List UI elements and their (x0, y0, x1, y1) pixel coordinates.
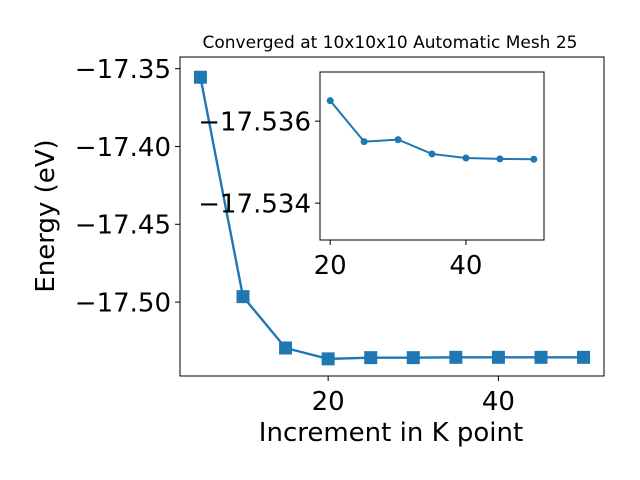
inset-data-point (394, 136, 402, 144)
main-data-point (193, 70, 207, 84)
main-axes: 20 40 −17.35 −17.40 −17.45 −17.50 (75, 55, 605, 417)
x-axis-label: Increment in K point (259, 418, 523, 448)
inset-y-tick-label: −17.534 (198, 189, 311, 219)
main-data-point (534, 350, 548, 364)
main-y-tick-label: −17.45 (75, 211, 171, 241)
inset-x-tick-label: 40 (449, 251, 482, 281)
main-y-tick-label: −17.40 (75, 133, 171, 163)
inset-x-tick-label: 20 (314, 251, 347, 281)
main-data-point (491, 350, 505, 364)
inset-axes: 20 40 −17.536 −17.534 (198, 71, 545, 281)
main-x-tick-label: 40 (482, 387, 515, 417)
main-plot-frame (179, 56, 605, 377)
inset-data-point (462, 154, 470, 162)
inset-y-tick-label: −17.536 (198, 108, 311, 138)
inset-data-point (360, 138, 368, 146)
main-data-point (449, 350, 463, 364)
main-data-point (236, 290, 250, 304)
chart-title: Converged at 10x10x10 Automatic Mesh 25 (203, 33, 578, 53)
main-y-tick-label: −17.35 (75, 55, 171, 85)
inset-data-point (530, 155, 538, 163)
main-data-point (321, 352, 335, 366)
inset-data-point (326, 97, 334, 105)
main-data-point (577, 350, 591, 364)
main-series-line (199, 77, 584, 361)
inset-plot-frame (319, 71, 545, 241)
main-y-tick-label: −17.50 (75, 288, 171, 318)
main-data-point (364, 351, 378, 365)
y-axis-label: Energy (eV) (31, 139, 61, 292)
inset-data-point (428, 150, 436, 158)
inset-data-point (496, 155, 504, 163)
main-data-point (279, 341, 293, 355)
main-x-tick-label: 20 (312, 387, 345, 417)
main-data-point (406, 351, 420, 365)
